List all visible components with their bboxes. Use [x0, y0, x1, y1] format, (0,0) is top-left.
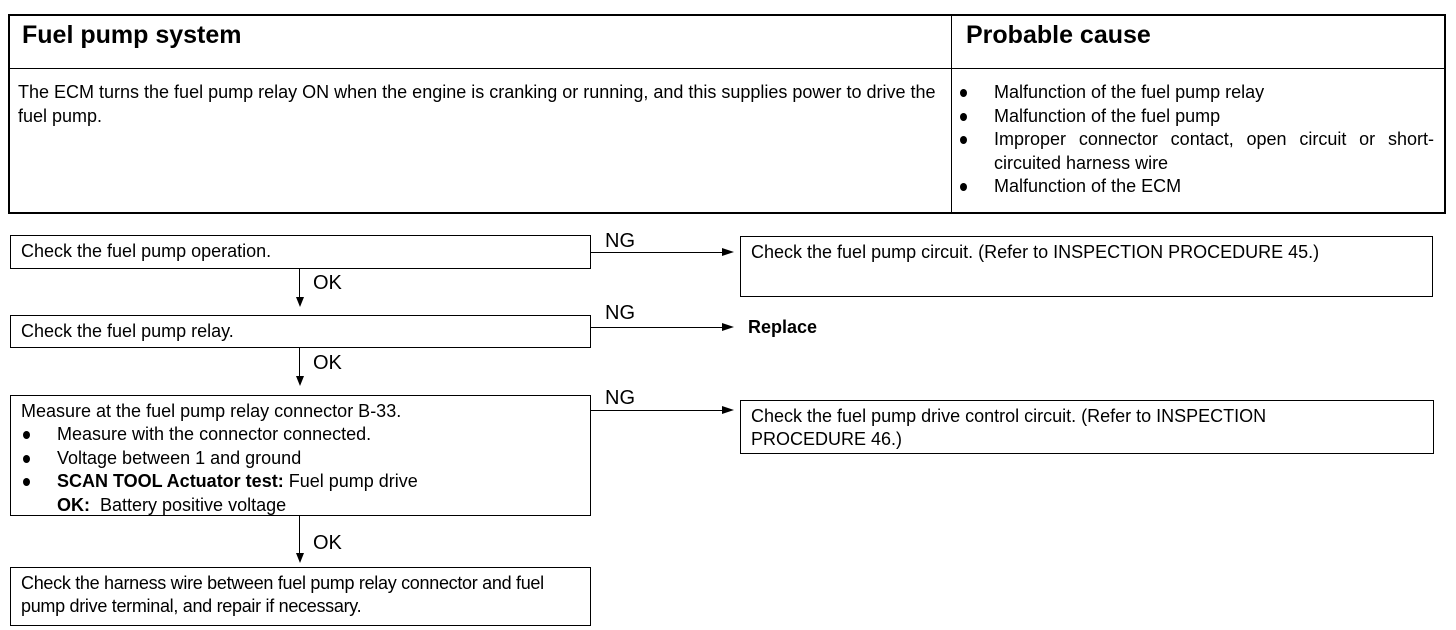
- arrow-right-icon: [722, 248, 734, 256]
- probable-cause-list: Malfunction of the fuel pump relay Malfu…: [954, 81, 1434, 199]
- ok-criterion: OK: Battery positive voltage: [21, 494, 580, 517]
- measure-bullet: Voltage between 1 and ground: [17, 447, 580, 471]
- cause-item: Malfunction of the ECM: [954, 175, 1434, 199]
- table-column-divider: [951, 14, 952, 212]
- cause-item: Malfunction of the fuel pump: [954, 105, 1434, 129]
- ok-criterion-label: OK:: [57, 494, 90, 515]
- ok-label: OK: [313, 532, 342, 554]
- header-fuel-pump-system: Fuel pump system: [22, 21, 242, 49]
- cause-item: Malfunction of the fuel pump relay: [954, 81, 1434, 105]
- measure-title: Measure at the fuel pump relay connector…: [21, 401, 402, 421]
- ok-connector: [299, 516, 300, 556]
- ng-connector: [591, 327, 723, 328]
- ok-label: OK: [313, 352, 342, 374]
- arrow-right-icon: [722, 406, 734, 414]
- arrow-down-icon: [296, 376, 304, 386]
- cause-item: Improper connector contact, open circuit…: [954, 128, 1434, 175]
- measure-bullet: SCAN TOOL Actuator test: Fuel pump drive: [17, 470, 580, 494]
- step-check-harness-wire: Check the harness wire between fuel pump…: [10, 567, 591, 626]
- replace-action: Replace: [748, 317, 818, 337]
- info-table: [8, 14, 1446, 214]
- ok-label: OK: [313, 272, 342, 294]
- ok-connector: [299, 269, 300, 299]
- step-check-drive-control-circuit: Check the fuel pump drive control circui…: [740, 400, 1434, 454]
- step-measure-relay-connector: Measure at the fuel pump relay connector…: [10, 395, 591, 516]
- ng-connector: [591, 252, 723, 253]
- arrow-down-icon: [296, 553, 304, 563]
- step-check-pump-relay: Check the fuel pump relay.: [10, 315, 591, 348]
- ng-label: NG: [605, 230, 635, 252]
- scan-tool-value: Fuel pump drive: [288, 471, 418, 491]
- header-probable-cause: Probable cause: [966, 21, 1151, 49]
- scan-tool-label: SCAN TOOL Actuator test:: [57, 471, 284, 491]
- ok-connector: [299, 348, 300, 378]
- arrow-right-icon: [722, 323, 734, 331]
- step-check-pump-circuit: Check the fuel pump circuit. (Refer to I…: [740, 236, 1433, 297]
- system-description: The ECM turns the fuel pump relay ON whe…: [18, 82, 936, 126]
- step-check-pump-operation: Check the fuel pump operation.: [10, 235, 591, 269]
- measure-bullet: Measure with the connector connected.: [17, 423, 580, 447]
- ok-criterion-value: Battery positive voltage: [100, 494, 287, 515]
- ng-label: NG: [605, 387, 635, 409]
- ng-connector: [591, 410, 723, 411]
- table-header-divider: [8, 68, 1446, 69]
- arrow-down-icon: [296, 297, 304, 307]
- ng-label: NG: [605, 302, 635, 324]
